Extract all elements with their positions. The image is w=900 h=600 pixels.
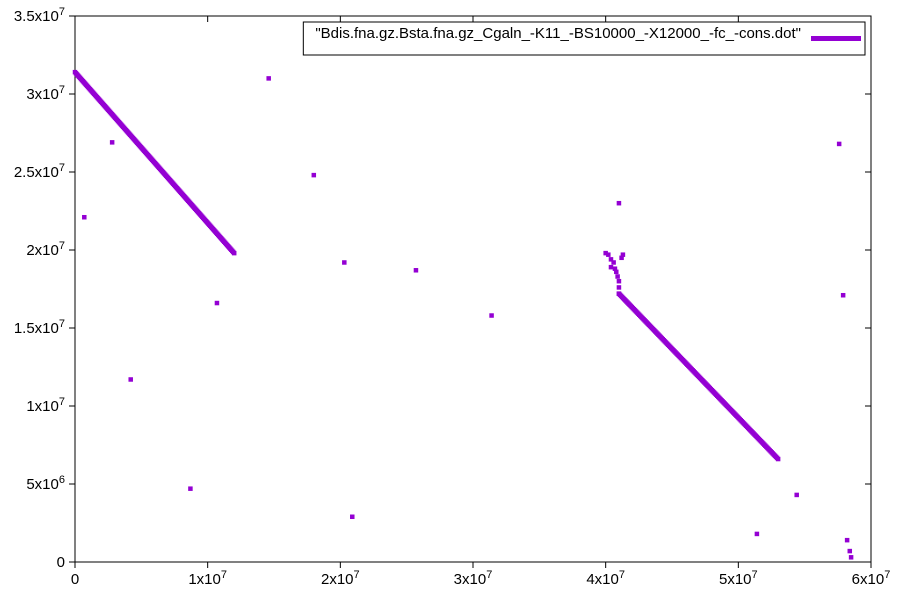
y-tick-label: 5x106 <box>26 474 65 493</box>
data-point <box>617 279 622 284</box>
x-tick-label: 0 <box>71 571 79 588</box>
x-tick-label: 5x107 <box>719 569 758 588</box>
y-tick-label: 2.5x107 <box>14 162 65 181</box>
data-point <box>617 285 622 290</box>
plot-frame <box>75 16 871 562</box>
data-point <box>621 252 626 257</box>
outlier-point <box>350 515 355 520</box>
outlier-point <box>841 293 846 298</box>
data-point <box>609 265 614 270</box>
outlier-point <box>312 173 317 178</box>
outlier-point <box>342 260 347 265</box>
y-tick-label: 2x107 <box>26 240 65 259</box>
x-tick-label: 6x107 <box>852 569 891 588</box>
data-point <box>617 291 622 296</box>
data-point <box>614 270 619 275</box>
data-point <box>611 260 616 265</box>
y-tick-label: 1.5x107 <box>14 318 65 337</box>
outlier-point <box>617 201 622 206</box>
y-tick-label: 3.5x107 <box>14 6 65 25</box>
y-tick-label: 3x107 <box>26 84 65 103</box>
outlier-point <box>849 555 854 560</box>
y-tick-label: 1x107 <box>26 396 65 415</box>
x-tick-label: 3x107 <box>454 569 493 588</box>
data-point <box>615 274 620 279</box>
outlier-point <box>215 301 220 306</box>
data-point <box>776 457 781 462</box>
data-point <box>606 252 611 257</box>
data-point <box>232 251 237 256</box>
outlier-point <box>188 486 193 491</box>
outlier-point <box>848 549 853 554</box>
outlier-point <box>266 76 271 81</box>
outlier-point <box>128 377 133 382</box>
dotplot-chart: 0 1x107 2x107 3x107 4x107 5x107 6x107 0 5x106 1x1… <box>0 0 900 600</box>
outlier-point <box>414 268 419 273</box>
x-tick-label: 1x107 <box>188 569 227 588</box>
outlier-point <box>837 142 842 147</box>
outlier-point <box>755 532 760 537</box>
x-tick-label: 4x107 <box>586 569 625 588</box>
outlier-point <box>110 140 115 145</box>
outlier-point <box>489 313 494 318</box>
outlier-point <box>82 215 87 220</box>
outlier-point <box>794 493 799 498</box>
y-tick-label: 0 <box>57 554 65 571</box>
x-tick-label: 2x107 <box>321 569 360 588</box>
outlier-point <box>845 538 850 543</box>
legend-label: "Bdis.fna.gz.Bsta.fna.gz_Cgaln_-K11_-BS1… <box>315 25 801 42</box>
